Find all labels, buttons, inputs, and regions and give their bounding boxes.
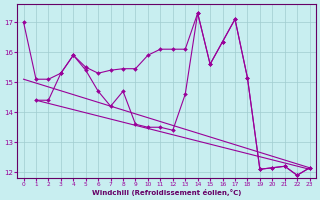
X-axis label: Windchill (Refroidissement éolien,°C): Windchill (Refroidissement éolien,°C) [92, 189, 241, 196]
